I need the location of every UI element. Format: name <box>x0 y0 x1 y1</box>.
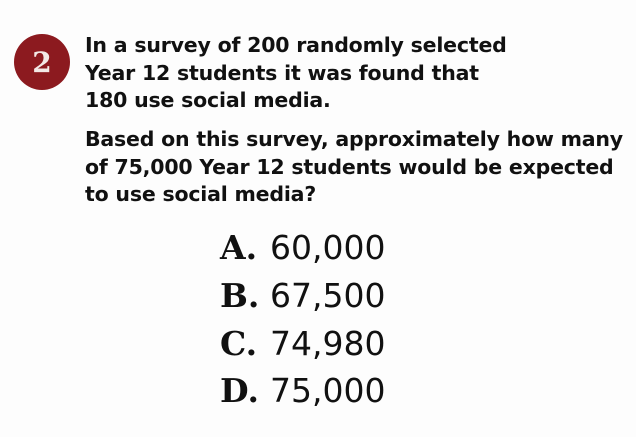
option-value: 60,000 <box>270 228 386 267</box>
question-prompt: Based on this survey, approximately how … <box>85 126 623 209</box>
option-letter: A. <box>220 228 258 267</box>
stem-line: Year 12 students it was found that <box>85 60 479 85</box>
prompt-line: to use social media? <box>85 182 317 206</box>
option-letter: D. <box>220 371 259 410</box>
option-letter: C. <box>220 324 258 363</box>
question-number-badge: 2 <box>14 34 70 90</box>
option-b[interactable]: B. 67,500 <box>220 276 385 315</box>
option-value: 67,500 <box>270 276 386 315</box>
prompt-line: of 75,000 Year 12 students would be expe… <box>85 154 614 179</box>
stem-line: 180 use social media. <box>85 88 331 112</box>
question-stem: In a survey of 200 randomly selected Yea… <box>85 32 507 115</box>
option-value: 75,000 <box>270 371 386 410</box>
prompt-line: Based on this survey, approximately how … <box>85 127 623 151</box>
option-a[interactable]: A. 60,000 <box>220 228 385 267</box>
option-d[interactable]: D. 75,000 <box>220 371 385 410</box>
stem-line: In a survey of 200 randomly selected <box>85 33 507 57</box>
option-value: 74,980 <box>270 324 386 363</box>
option-c[interactable]: C. 74,980 <box>220 324 385 363</box>
option-letter: B. <box>220 276 260 315</box>
